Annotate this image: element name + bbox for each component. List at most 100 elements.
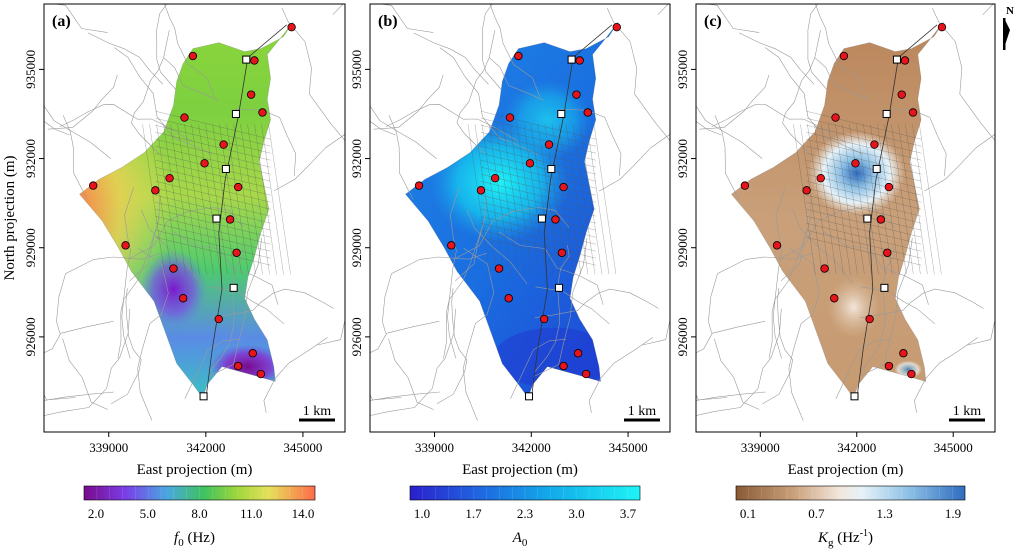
street-line	[480, 125, 597, 154]
street-line	[480, 132, 597, 161]
road-line	[447, 187, 460, 359]
road-line	[708, 253, 813, 334]
road-line	[128, 207, 244, 260]
road-line	[835, 338, 892, 399]
station-marker	[897, 90, 906, 99]
road-line	[780, 195, 812, 282]
road-line	[765, 47, 864, 155]
station-marker	[180, 113, 189, 122]
north-arrow-label: N	[1006, 5, 1014, 17]
reference-marker	[557, 109, 566, 118]
x-axis-label: East projection (m)	[462, 462, 578, 478]
map-frame	[43, 3, 346, 433]
north-arrow: N	[1003, 5, 1014, 50]
road-line	[814, 57, 870, 101]
street-line	[806, 118, 922, 147]
street-line	[212, 124, 235, 275]
station-marker	[883, 248, 892, 257]
road-line	[823, 231, 929, 305]
street-line	[226, 124, 249, 275]
road-line	[62, 338, 108, 410]
road-line	[87, 32, 164, 85]
road-line	[699, 74, 770, 130]
colorbar-label-subscript: 0	[178, 537, 184, 549]
colorbar-gradient	[736, 486, 965, 500]
station-marker	[900, 56, 910, 65]
street-line	[155, 153, 271, 182]
road-line	[762, 288, 794, 404]
street-line	[480, 230, 597, 259]
road-line	[860, 286, 935, 325]
station-marker	[802, 186, 811, 195]
station-marker	[287, 22, 296, 32]
street-line	[891, 124, 914, 275]
street-line	[261, 124, 284, 275]
road-line	[456, 30, 496, 155]
station-marker	[870, 140, 879, 149]
road-line	[163, 57, 219, 101]
street-line	[480, 146, 597, 175]
station-marker	[575, 56, 584, 65]
station-marker	[612, 22, 621, 32]
road-line	[62, 115, 88, 200]
reference-marker	[892, 55, 901, 64]
y-tick-label: 926000	[23, 317, 38, 356]
street-line	[247, 124, 270, 275]
street-line	[806, 181, 922, 210]
colorbar: 0.1 0.7 1.3 1.9 Kg (Hz-1)	[735, 485, 966, 549]
colorbar-frame	[83, 485, 316, 501]
map-frame	[369, 3, 671, 433]
reference-marker	[242, 55, 251, 64]
main-road	[205, 24, 287, 400]
road-line	[455, 195, 486, 282]
street-line	[191, 124, 214, 275]
station-marker	[907, 369, 916, 379]
station-marker	[851, 159, 860, 168]
reference-marker	[567, 55, 576, 64]
reference-marker	[212, 214, 221, 223]
reference-marker	[882, 109, 891, 118]
colorbar-label-symbol: f	[174, 530, 180, 546]
x-tick-label: 345000	[283, 440, 322, 455]
street-line	[516, 124, 540, 275]
street-line	[530, 124, 554, 275]
station-marker	[490, 173, 500, 183]
reference-marker	[199, 392, 208, 401]
road-line	[489, 57, 544, 101]
road-line	[173, 231, 279, 305]
street-line	[155, 167, 271, 196]
station-marker	[581, 369, 591, 379]
x-tick-label: 345000	[934, 440, 973, 455]
station-marker	[214, 314, 223, 324]
colorbar: 2.0 5.0 8.0 11.0 14.0 f0 (Hz)	[83, 485, 316, 549]
colorbar-tick-label: 1.0	[414, 506, 430, 521]
road-line	[859, 288, 984, 318]
station-marker	[232, 248, 241, 257]
y-axis-label: North projection (m)	[2, 156, 18, 281]
colorbar-tick-label: 1.9	[945, 506, 961, 521]
station-marker	[559, 361, 568, 371]
street-line	[821, 124, 844, 275]
road-line	[234, 108, 297, 176]
station-marker	[246, 90, 256, 99]
station-marker	[937, 22, 947, 32]
station-marker	[219, 140, 228, 149]
station-marker	[169, 264, 178, 273]
road-line	[782, 30, 821, 155]
y-tick-label: 926000	[675, 317, 690, 356]
colorbar-label: f0 (Hz)	[174, 530, 215, 549]
station-marker	[250, 56, 259, 65]
station-marker	[200, 159, 209, 168]
station-marker	[572, 90, 581, 99]
street-line	[898, 124, 921, 275]
street-line	[586, 124, 610, 275]
road-line	[443, 217, 486, 359]
colorbar-label-superscript: -1	[860, 528, 868, 539]
station-marker	[88, 181, 98, 190]
main-road	[530, 24, 613, 400]
reference-marker	[555, 283, 564, 292]
road-line	[695, 308, 782, 420]
street-line	[149, 124, 172, 275]
street-line	[856, 124, 879, 275]
street-line	[806, 111, 922, 140]
